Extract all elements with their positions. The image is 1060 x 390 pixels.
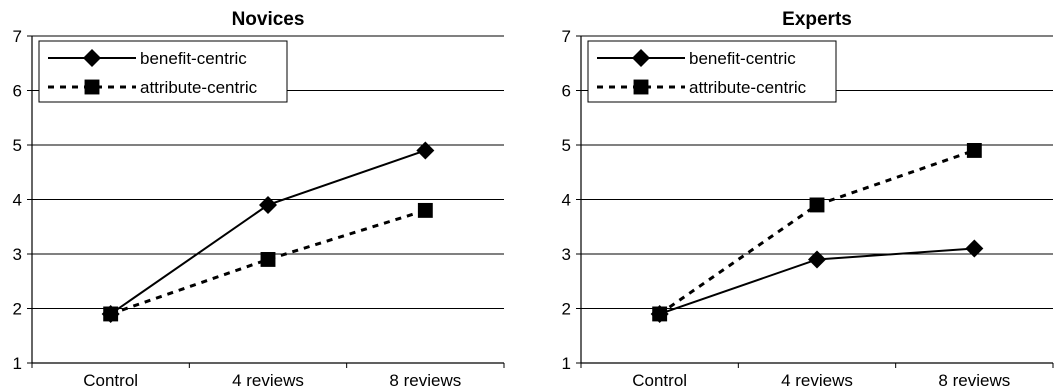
square-marker [103, 307, 118, 322]
chart-title: Novices [232, 9, 305, 30]
chart-panel-2: Experts 1 2 3 4 5 6 7 Control 4 reviews 8 reviews b… [562, 9, 1053, 390]
legend-label: attribute-centric [689, 78, 807, 97]
legend-label: benefit-centric [140, 49, 247, 68]
y-tick-label: 5 [562, 136, 571, 155]
legend: benefit-centric attribute-centric [39, 41, 287, 102]
square-marker [418, 203, 433, 218]
x-tick-label: 8 reviews [389, 371, 461, 390]
y-tick-label: 1 [562, 354, 571, 373]
legend: benefit-centric attribute-centric [588, 41, 836, 102]
y-tick-label: 6 [13, 82, 22, 101]
y-tick-label: 7 [13, 27, 22, 46]
series-benefit-centric [102, 141, 435, 323]
y-tick-label: 4 [562, 191, 571, 210]
y-tick-label: 2 [562, 300, 571, 319]
diamond-marker [416, 141, 434, 159]
legend-label: benefit-centric [689, 49, 796, 68]
y-tick-label: 7 [562, 27, 571, 46]
series-line [111, 150, 426, 314]
square-marker [85, 80, 100, 95]
square-marker [634, 80, 649, 95]
y-tick-label: 3 [562, 245, 571, 264]
diamond-marker [259, 196, 277, 214]
series-attribute-centric [652, 143, 982, 321]
y-tick-label: 1 [13, 354, 22, 373]
series-line [660, 150, 975, 314]
series-benefit-centric [651, 240, 984, 323]
y-tick-label: 4 [13, 191, 22, 210]
x-tick-label: Control [632, 371, 687, 390]
x-tick-label: Control [83, 371, 138, 390]
y-tick-label: 3 [13, 245, 22, 264]
y-tick-label: 6 [562, 82, 571, 101]
y-tick-label: 5 [13, 136, 22, 155]
chart-panel-1: Novices 1 2 3 4 5 6 7 Control 4 reviews 8 reviews b… [13, 9, 504, 390]
square-marker [810, 198, 825, 213]
diamond-marker [808, 250, 826, 268]
chart-title: Experts [782, 9, 852, 30]
y-tick-label: 2 [13, 300, 22, 319]
x-tick-label: 4 reviews [232, 371, 304, 390]
square-marker [967, 143, 982, 158]
diamond-marker [965, 240, 983, 258]
x-tick-label: 4 reviews [781, 371, 853, 390]
square-marker [261, 252, 276, 267]
series-attribute-centric [103, 203, 433, 321]
x-tick-label: 8 reviews [938, 371, 1010, 390]
legend-label: attribute-centric [140, 78, 258, 97]
square-marker [652, 307, 667, 322]
